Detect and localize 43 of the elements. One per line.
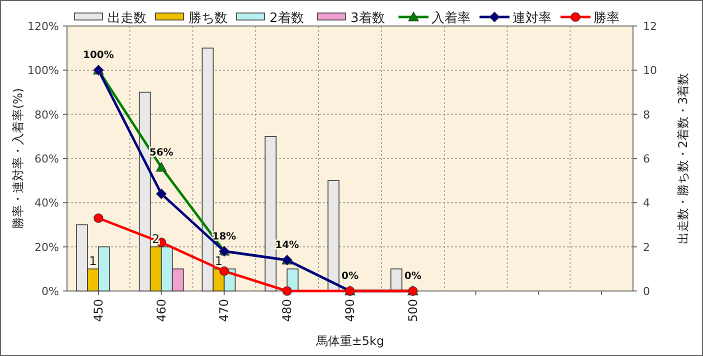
y2-tick-label: 6 (643, 152, 650, 166)
bar (328, 180, 340, 292)
data-label: 100% (82, 50, 114, 62)
x-axis-title: 馬体重±5kg (314, 334, 384, 348)
point (156, 162, 167, 172)
y-tick-label: 120% (28, 20, 59, 33)
point (219, 266, 230, 276)
legend-label: 出走数 (108, 11, 146, 26)
bar (264, 136, 277, 292)
y2-tick-label: 2 (643, 240, 650, 254)
point (282, 286, 292, 296)
y-tick-label: 40% (34, 196, 59, 210)
legend-label: 勝ち数 (188, 11, 228, 26)
x-tick-label: 490 (343, 299, 357, 322)
point (156, 188, 167, 200)
x-tick-label: 470 (217, 299, 232, 322)
y2-axis-title: 出走数・勝ち数・2着数・3着数 (676, 72, 690, 244)
data-label: 1 (89, 254, 97, 268)
y-tick-label: 20% (34, 240, 59, 254)
y2-tick-label: 10 (643, 64, 657, 78)
legend-label: 勝率 (594, 10, 620, 26)
x-tick-label: 500 (406, 299, 420, 322)
x-tick-label: 450 (91, 299, 106, 322)
x-tick-label: 460 (154, 299, 168, 322)
legend-label: 2着数 (270, 10, 304, 26)
point (94, 213, 104, 223)
y2-tick-label: 12 (643, 20, 657, 33)
legend-label: 入着率 (432, 10, 470, 26)
y-tick-label: 0% (42, 285, 59, 298)
y2-tick-label: 8 (643, 108, 650, 122)
x-tick-label: 480 (280, 299, 294, 322)
data-label: 0% (342, 271, 358, 282)
legend-label: 3着数 (350, 10, 385, 26)
data-label: 0% (404, 271, 422, 282)
data-label: 1 (214, 254, 223, 268)
y2-tick-label: 0 (643, 285, 650, 298)
y-tick-label: 80% (34, 108, 59, 122)
legend-label: 連対率 (512, 10, 552, 26)
bar (390, 268, 402, 292)
y2-tick-label: 4 (643, 196, 650, 210)
y-axis-title: 勝率・連対率・入着率(%) (11, 88, 25, 229)
y-tick-label: 60% (34, 152, 59, 166)
y-tick-label: 100% (28, 64, 59, 78)
